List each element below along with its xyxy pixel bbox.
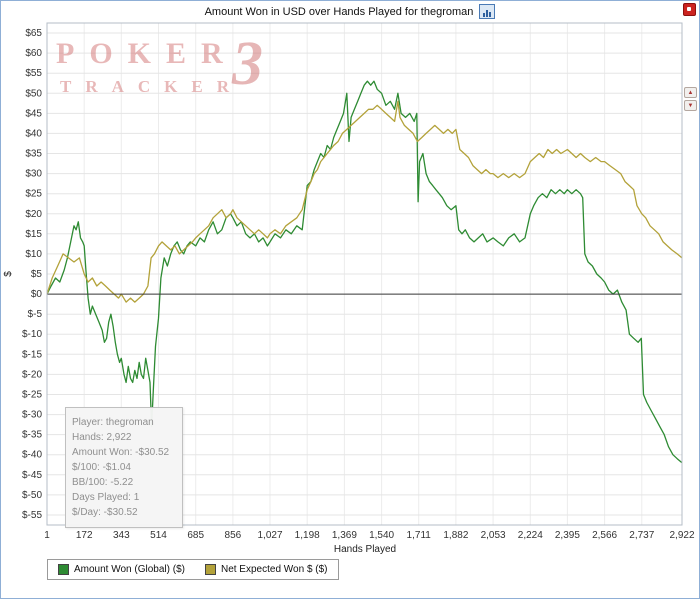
- plot-border: [46, 22, 683, 526]
- tooltip-per-day: $/Day: -$30.52: [72, 507, 138, 518]
- tooltip-player: Player: thegroman: [72, 417, 154, 428]
- x-tick-label: 1,027: [257, 530, 282, 541]
- y-tick-label: $-50: [22, 490, 42, 501]
- legend-label: Net Expected Won $ ($): [220, 564, 328, 575]
- series-amount-won[interactable]: [46, 80, 683, 464]
- pokertracker-app-icon[interactable]: [683, 3, 696, 16]
- tooltip-days-played: Days Played: 1: [72, 492, 140, 503]
- net-expected-swatch-icon: [204, 564, 216, 575]
- x-tick-label: 514: [150, 530, 167, 541]
- y-tick-label: $25: [25, 189, 42, 200]
- y-tick-label: $60: [25, 48, 42, 59]
- x-tick-label: 2,395: [555, 530, 580, 541]
- chart-header: Amount Won in USD over Hands Played for …: [1, 4, 699, 19]
- tooltip-amount-won: Amount Won: -$30.52: [72, 447, 170, 458]
- y-tick-label: $5: [31, 269, 43, 280]
- legend-item-amount-won[interactable]: Amount Won (Global) ($): [58, 564, 185, 575]
- scroll-up-button[interactable]: ▲: [684, 87, 697, 98]
- stats-tooltip: Player: thegroman Hands: 2,922 Amount Wo…: [65, 407, 183, 528]
- y-tick-label: $10: [25, 249, 42, 260]
- y-tick-label: $30: [25, 169, 42, 180]
- legend-item-net-expected[interactable]: Net Expected Won $ ($): [204, 564, 328, 575]
- x-axis-title: Hands Played: [334, 544, 396, 555]
- x-tick-label: 2,737: [629, 530, 654, 541]
- x-tick-label: 2,053: [481, 530, 506, 541]
- x-tick-label: 2,922: [669, 530, 694, 541]
- tooltip-hands: Hands: 2,922: [72, 432, 132, 443]
- y-tick-label: $50: [25, 88, 42, 99]
- y-tick-label: $-55: [22, 510, 42, 521]
- y-tick-label: $35: [25, 149, 42, 160]
- x-tick-label: 172: [76, 530, 93, 541]
- bar-chart-icon[interactable]: [479, 4, 496, 19]
- y-tick-label: $-40: [22, 450, 42, 461]
- x-tick-label: 856: [225, 530, 242, 541]
- y-tick-label: $-30: [22, 410, 42, 421]
- y-tick-label: $-25: [22, 390, 42, 401]
- y-tick-label: $-35: [22, 430, 42, 441]
- y-tick-label: $-20: [22, 369, 42, 380]
- y-tick-label: $45: [25, 108, 42, 119]
- x-tick-label: 2,566: [592, 530, 617, 541]
- scroll-down-button[interactable]: ▼: [684, 100, 697, 111]
- tooltip-per-100: $/100: -$1.04: [72, 462, 131, 473]
- x-tick-label: 1,882: [443, 530, 468, 541]
- y-tick-label: $40: [25, 128, 42, 139]
- x-tick-label: 1,198: [295, 530, 320, 541]
- y-tick-label: $55: [25, 68, 42, 79]
- series-net-expected[interactable]: [46, 100, 683, 303]
- tooltip-bb-100: BB/100: -5.22: [72, 477, 134, 488]
- y-tick-label: $15: [25, 229, 42, 240]
- amount-won-swatch-icon: [58, 564, 69, 575]
- y-axis-title: $: [3, 271, 14, 277]
- chart-title: Amount Won in USD over Hands Played for …: [204, 5, 474, 18]
- side-button-group: ▲ ▼: [684, 87, 697, 111]
- x-tick-label: 343: [113, 530, 130, 541]
- y-tick-label: $0: [31, 289, 43, 300]
- x-tick-label: 1,369: [332, 530, 357, 541]
- x-tick-label: 1,540: [369, 530, 394, 541]
- y-tick-label: $-10: [22, 329, 42, 340]
- y-tick-label: $20: [25, 209, 42, 220]
- x-tick-label: 1,711: [407, 530, 432, 541]
- x-tick-label: 2,224: [518, 530, 543, 541]
- y-tick-label: $-45: [22, 470, 42, 481]
- legend-label: Amount Won (Global) ($): [74, 564, 185, 575]
- chart-legend: Amount Won (Global) ($) Net Expected Won…: [47, 559, 339, 580]
- y-tick-label: $-15: [22, 349, 42, 360]
- y-tick-label: $-5: [28, 309, 43, 320]
- x-tick-label: 685: [187, 530, 204, 541]
- y-tick-label: $65: [25, 28, 42, 39]
- x-tick-label: 1: [44, 530, 50, 541]
